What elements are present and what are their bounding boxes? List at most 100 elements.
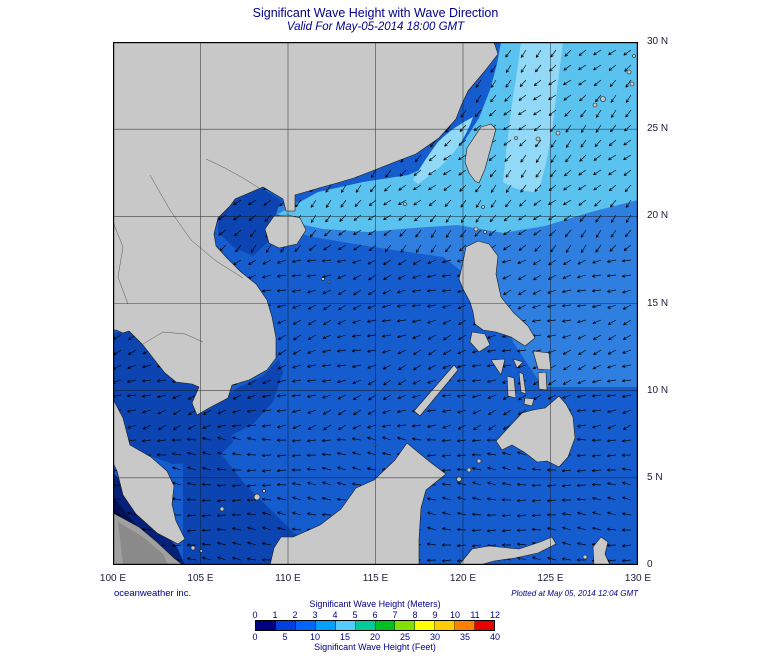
- batanes-speck: [481, 205, 485, 209]
- natuna-speck: [262, 489, 266, 493]
- lon-tick-label: 110 E: [275, 573, 301, 584]
- morotai-speck: [582, 554, 588, 560]
- colorbar-segment: [355, 621, 376, 630]
- colorbar-segment: [395, 621, 416, 630]
- longitude-axis-labels: 100 E 105 E 110 E 115 E 120 E 125 E 130 E: [100, 573, 651, 587]
- map-subtitle: Valid For May-05-2014 18:00 GMT: [286, 21, 465, 33]
- lat-tick-label: 0: [647, 559, 653, 570]
- ryukyu-island-speck: [535, 136, 541, 142]
- riau-speck: [199, 549, 203, 553]
- paracel-speck: [321, 277, 325, 281]
- pratas-island-speck: [403, 202, 407, 206]
- sea-region-bright-strait: [413, 117, 473, 184]
- lat-tick-label: 15 N: [647, 297, 669, 309]
- colorbar-tick-label: 9: [432, 610, 438, 620]
- colorbar-segment: [415, 621, 436, 630]
- oceanweather-credit: oceanweather inc.: [114, 588, 192, 599]
- sulu-archipelago-speck: [476, 458, 482, 464]
- hainan-island: [264, 214, 307, 249]
- colorbar-tick-label: 40: [489, 632, 501, 642]
- ryukyu-island-speck: [629, 81, 635, 87]
- colorbar-tick-label: 6: [372, 610, 378, 620]
- colorbar-segment: [335, 621, 356, 630]
- grid-lines: [113, 42, 638, 565]
- colorbar-tick-label: 4: [332, 610, 338, 620]
- colorbar-tick-label: 30: [429, 632, 441, 642]
- colorbar-tick-label: 5: [352, 610, 358, 620]
- map-border-frame: [113, 42, 638, 565]
- samar-island: [532, 350, 552, 371]
- colorbar-meters-title: Significant Wave Height (Meters): [309, 599, 441, 609]
- thailand-cambodia-border: [142, 331, 204, 345]
- borneo-island: [269, 442, 447, 565]
- leyte-island: [537, 371, 548, 391]
- lon-tick-label: 125 E: [537, 573, 564, 584]
- colorbar-tick-label: 5: [282, 632, 288, 642]
- colorbar-meters-ticks: 0 1 2 3 4 5 6 7 8 9 10 11 12: [252, 609, 500, 620]
- colorbar-tick-label: 11: [470, 610, 480, 620]
- china-vietnam-border: [205, 158, 260, 189]
- colorbar-segment: [315, 621, 336, 630]
- babuyan-islands-speck: [483, 230, 487, 234]
- sulu-archipelago-speck: [466, 467, 472, 473]
- colorbar-feet-title: Significant Wave Height (Feet): [314, 642, 436, 652]
- lat-tick-label: 30 N: [647, 36, 669, 47]
- mindanao-island: [495, 395, 576, 468]
- colorbar-tick-label: 8: [412, 610, 418, 620]
- colorbar-tick-label: 10: [449, 610, 461, 620]
- colorbar-tick-label: 15: [339, 632, 351, 642]
- lon-tick-label: 100 E: [99, 573, 127, 584]
- lat-tick-label: 5 N: [647, 471, 663, 483]
- babuyan-islands-speck: [473, 226, 479, 232]
- colorbar-tick-label: 10: [309, 632, 321, 642]
- lat-tick-label: 25 N: [647, 123, 669, 135]
- sumatra-mountain-ridge: [118, 522, 168, 565]
- ryukyu-island-speck: [600, 96, 606, 102]
- malay-peninsula: [113, 398, 186, 545]
- colorbar-segment: [435, 621, 456, 630]
- lon-tick-label: 120 E: [449, 573, 477, 584]
- paracel-speck: [327, 280, 331, 284]
- colorbar-tick-label: 2: [292, 610, 298, 620]
- ryukyu-island-speck: [555, 130, 561, 136]
- china-indochina-mainland: [113, 42, 499, 416]
- riau-speck: [190, 545, 196, 551]
- panay-island: [490, 358, 506, 376]
- colorbar-tick-label: 0: [252, 632, 258, 642]
- ryukyu-island-speck: [514, 136, 518, 140]
- colorbar-tick-label: 25: [399, 632, 411, 642]
- colorbar-tick-label: 0: [252, 610, 258, 620]
- mindoro-island: [469, 331, 491, 353]
- taiwan-island: [464, 123, 497, 184]
- lon-tick-label: 130 E: [624, 573, 652, 584]
- thailand-myanmar-border: [113, 221, 129, 305]
- map-title: Significant Wave Height with Wave Direct…: [252, 6, 499, 20]
- vietnam-coast-dark-strip: [201, 342, 283, 437]
- colorbar-tick-label: 12: [489, 610, 501, 620]
- colorbar-segment: [295, 621, 316, 630]
- map-canvas: [113, 42, 638, 565]
- lat-tick-label: 20 N: [647, 210, 669, 222]
- spratly-speck: [359, 432, 363, 436]
- cebu-island: [518, 371, 527, 395]
- anambas-speck: [219, 506, 225, 512]
- colorbar-segment: [475, 621, 495, 630]
- lon-tick-label: 115 E: [362, 573, 389, 584]
- ryukyu-island-speck: [592, 102, 598, 108]
- colorbar-segment: [375, 621, 396, 630]
- lat-tick-label: 10 N: [647, 384, 669, 396]
- colorbar-segment: [275, 621, 296, 630]
- sea-region-bright-east-taiwan: [503, 42, 563, 192]
- plotted-timestamp: Plotted at May 05, 2014 12:04 GMT: [511, 589, 638, 598]
- latitude-axis-labels: 0 5 N 10 N 15 N 20 N 25 N 30 N: [647, 36, 687, 570]
- sulawesi-north-arm: [458, 536, 557, 565]
- sulu-archipelago-speck: [456, 476, 462, 482]
- negros-island: [506, 375, 517, 399]
- colorbar-tick-label: 7: [392, 610, 398, 620]
- colorbar-tick-label: 1: [272, 610, 278, 620]
- lon-tick-label: 105 E: [187, 573, 214, 584]
- map-svg: [113, 42, 638, 565]
- colorbar-tick-label: 35: [459, 632, 471, 642]
